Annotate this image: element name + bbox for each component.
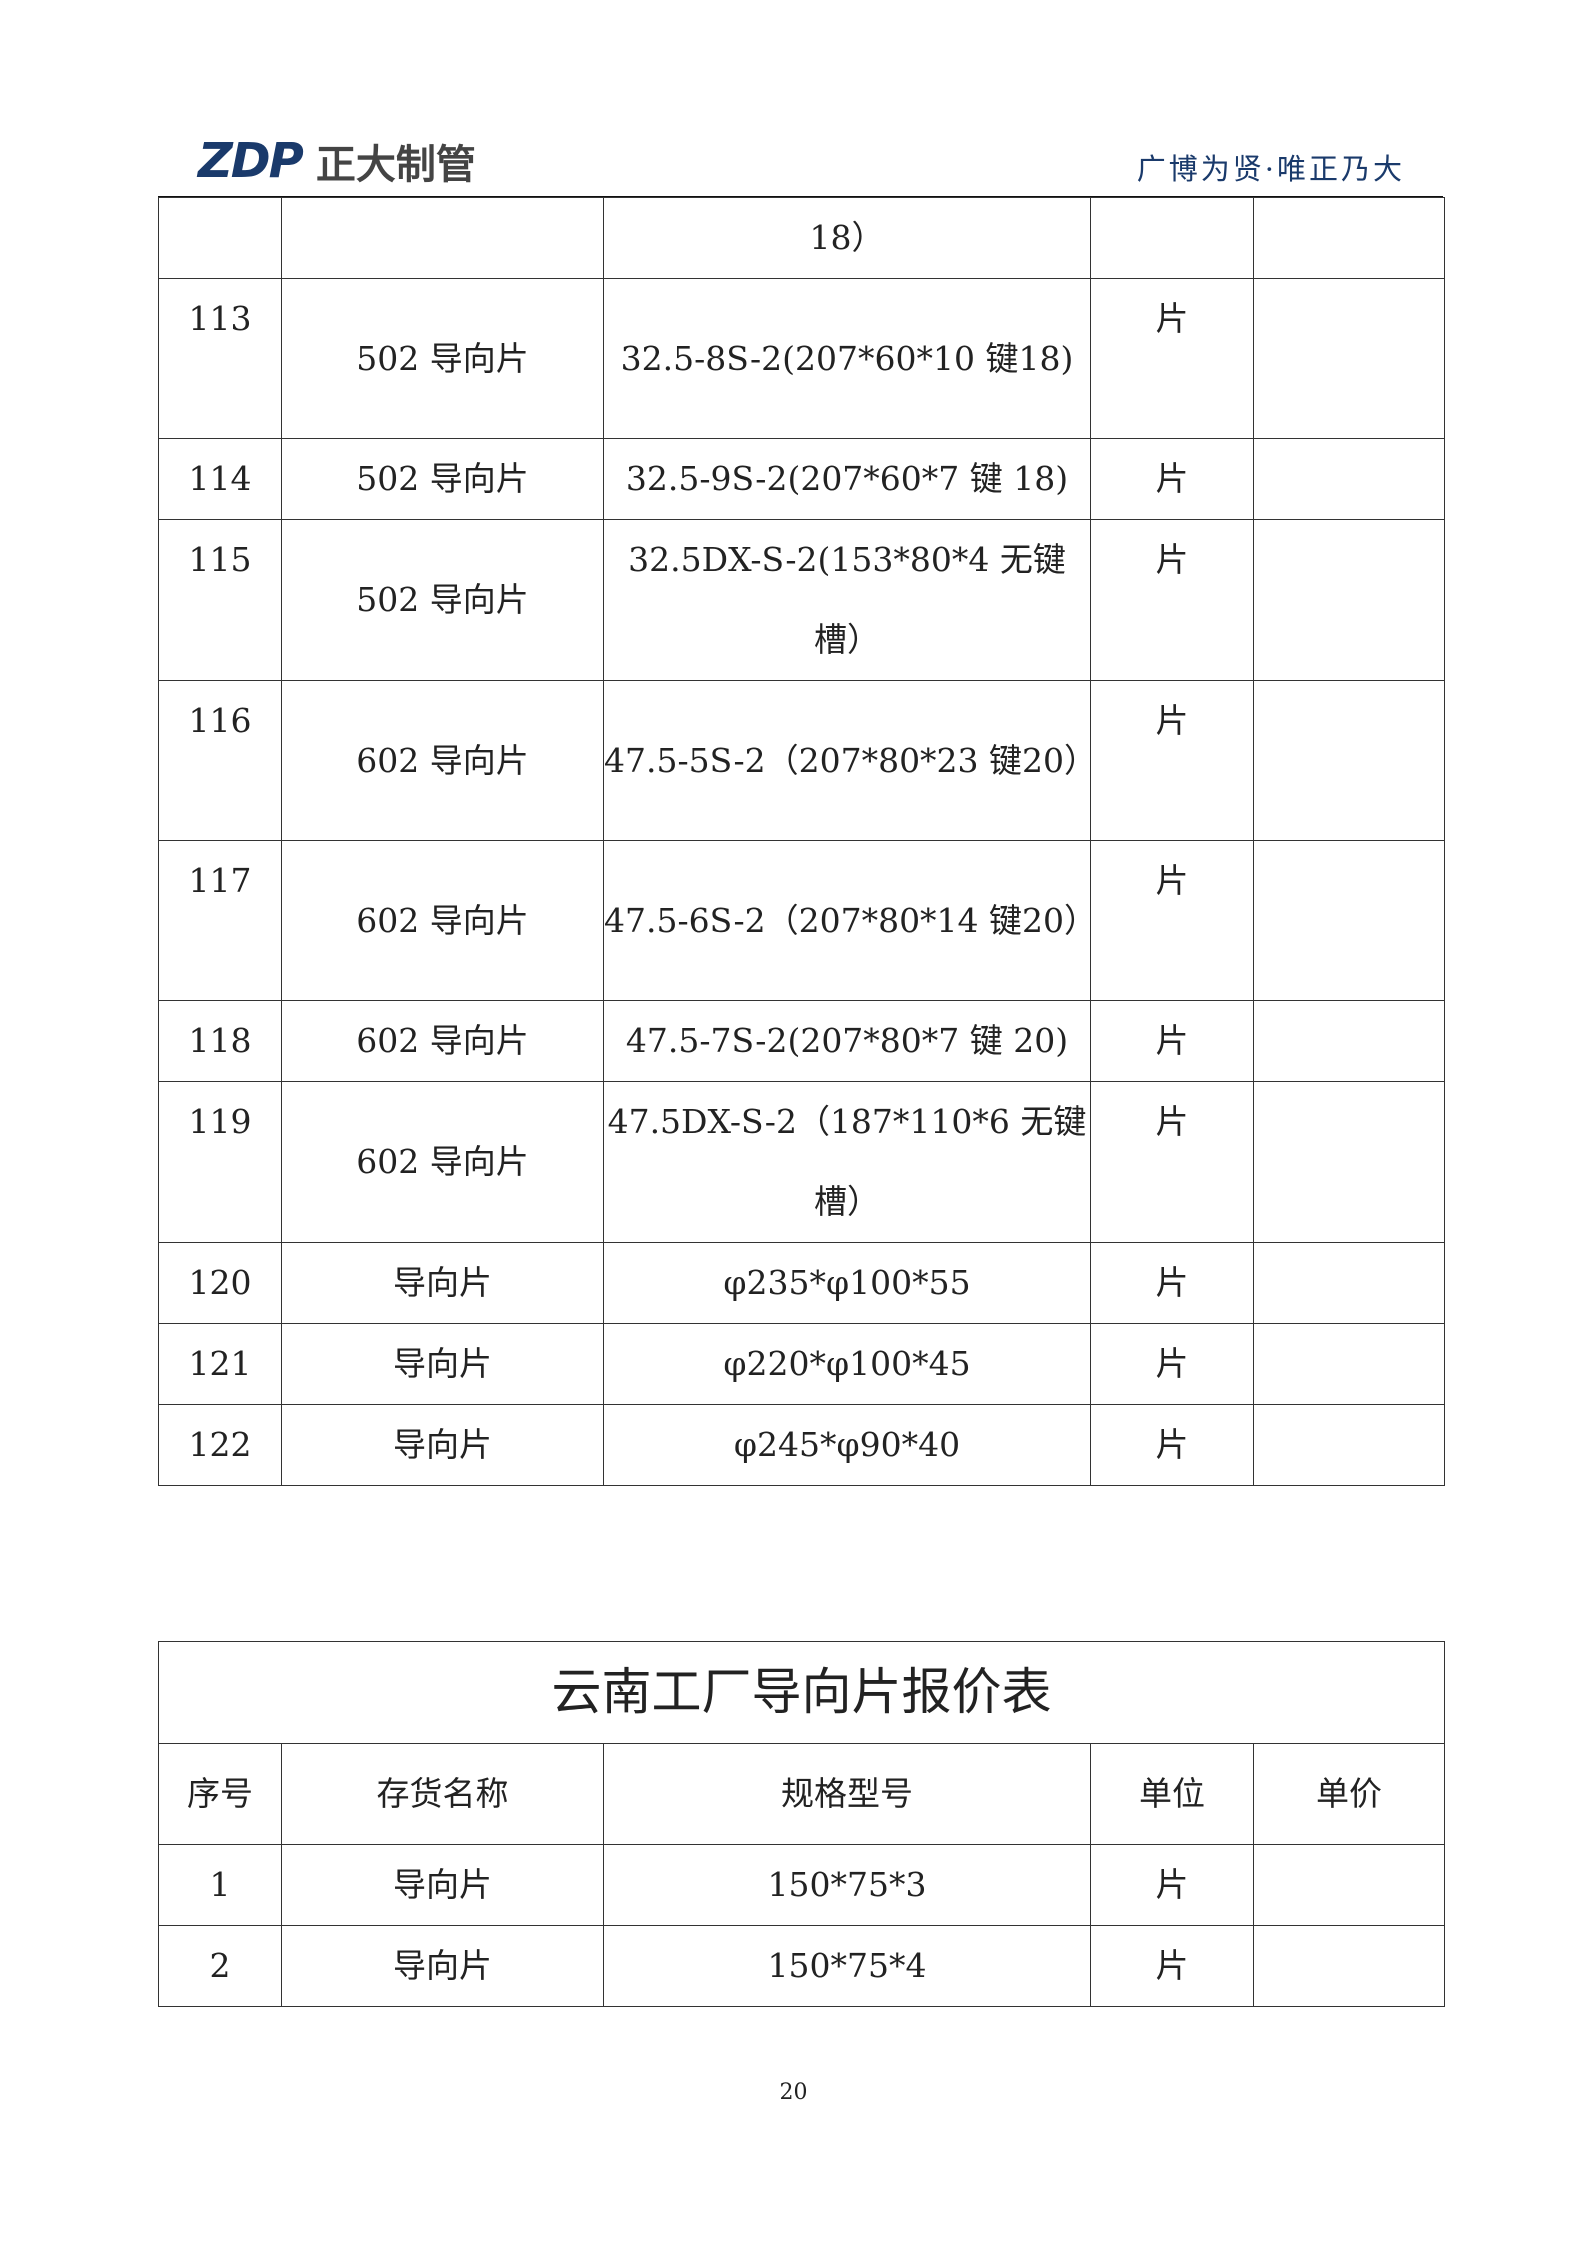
cell-name: 导向片 xyxy=(281,1323,604,1405)
cell-name: 502 导向片 xyxy=(281,278,604,439)
cell-price xyxy=(1253,197,1445,279)
table-row: 118 602 导向片 47.5-7S-2(207*80*7 键 20) 片 xyxy=(158,1000,1445,1082)
cell-spec: 32.5DX-S-2(153*80*4 无键槽） xyxy=(603,519,1091,681)
logo-mark: ZDP xyxy=(198,133,304,189)
cell-spec: 150*75*3 xyxy=(603,1844,1091,1926)
cell-unit: 片 xyxy=(1090,1242,1254,1324)
table-row: 115 502 导向片 32.5DX-S-2(153*80*4 无键槽）片 xyxy=(158,519,1445,681)
cell-no: 117 xyxy=(158,840,282,1001)
cell-price xyxy=(1252,1844,1446,1926)
cell-unit: 片 xyxy=(1090,519,1254,681)
cell-no: 119 xyxy=(158,1081,282,1243)
cell-spec: 32.5-9S-2(207*60*7 键 18) xyxy=(603,438,1091,520)
cell-price xyxy=(1253,840,1445,1001)
cell-spec: 47.5-7S-2(207*80*7 键 20) xyxy=(603,1000,1091,1082)
cell-no xyxy=(158,197,282,279)
logo-text: 正大制管 xyxy=(315,142,476,188)
table-row: 122 导向片 φ245*φ90*40 片 xyxy=(158,1404,1445,1486)
table-row: 18） xyxy=(158,197,1445,279)
header-price: 单价 xyxy=(1252,1743,1446,1845)
cell-name: 导向片 xyxy=(281,1844,604,1926)
header-spec: 规格型号 xyxy=(603,1743,1091,1845)
cell-no: 114 xyxy=(158,438,282,520)
cell-no: 118 xyxy=(158,1000,282,1082)
cell-no: 121 xyxy=(158,1323,282,1405)
cell-spec: 47.5-6S-2（207*80*14 键20） xyxy=(603,840,1097,1001)
header-no: 序号 xyxy=(158,1743,282,1845)
cell-name: 502 导向片 xyxy=(281,438,604,520)
cell-no: 120 xyxy=(158,1242,282,1324)
cell-name: 导向片 xyxy=(281,1404,604,1486)
cell-price xyxy=(1253,1000,1445,1082)
cell-no: 116 xyxy=(158,680,282,841)
cell-unit: 片 xyxy=(1090,680,1254,841)
cell-unit: 片 xyxy=(1090,840,1254,1001)
table-row: 114 502 导向片 32.5-9S-2(207*60*7 键 18) 片 xyxy=(158,438,1445,520)
cell-price xyxy=(1253,1081,1445,1243)
table-header-row: 序号 存货名称 规格型号 单位 单价 xyxy=(158,1743,1446,1845)
cell-price xyxy=(1253,438,1445,520)
cell-name: 602 导向片 xyxy=(281,840,604,1001)
cell-name: 602 导向片 xyxy=(281,1000,604,1082)
table-row: 119 602 导向片 47.5DX-S-2（187*110*6 无键槽）片 xyxy=(158,1081,1445,1243)
table-row: 116 602 导向片 47.5-5S-2（207*80*23 键20）片 xyxy=(158,680,1445,841)
cell-price xyxy=(1253,519,1445,681)
cell-price xyxy=(1253,1404,1445,1486)
header-slogan: 广博为贤·唯正乃大 xyxy=(1136,152,1405,186)
cell-name: 导向片 xyxy=(281,1242,604,1324)
yunnan-price-table: 云南工厂导向片报价表 序号 存货名称 规格型号 单位 单价 1 导向片 150*… xyxy=(157,1641,1446,2007)
cell-spec: 47.5DX-S-2（187*110*6 无键槽） xyxy=(603,1081,1091,1243)
cell-no: 113 xyxy=(158,278,282,439)
price-table-continued: 18） 113 502 导向片 32.5-8S-2(207*60*10 键18) 片 11… xyxy=(158,197,1445,1486)
cell-name: 602 导向片 xyxy=(281,1081,604,1243)
cell-unit: 片 xyxy=(1090,1323,1254,1405)
table-row: 120 导向片 φ235*φ100*55 片 xyxy=(158,1242,1445,1324)
cell-spec: 18） xyxy=(603,197,1091,279)
cell-price xyxy=(1253,278,1445,439)
cell-spec: φ235*φ100*55 xyxy=(603,1242,1091,1324)
cell-unit: 片 xyxy=(1090,278,1254,439)
cell-unit: 片 xyxy=(1090,1925,1254,2007)
cell-name: 602 导向片 xyxy=(281,680,604,841)
cell-unit: 片 xyxy=(1090,1081,1254,1243)
table-row: 117 602 导向片 47.5-6S-2（207*80*14 键20）片 xyxy=(158,840,1445,1001)
cell-spec: 47.5-5S-2（207*80*23 键20） xyxy=(603,680,1097,841)
cell-name xyxy=(281,197,604,279)
header-name: 存货名称 xyxy=(281,1743,604,1845)
cell-price xyxy=(1253,680,1445,841)
table-row: 113 502 导向片 32.5-8S-2(207*60*10 键18) 片 xyxy=(158,278,1445,439)
table-row: 1 导向片 150*75*3 片 xyxy=(158,1844,1446,1926)
cell-spec: φ245*φ90*40 xyxy=(603,1404,1091,1486)
page-number: 20 xyxy=(779,2080,808,2105)
cell-spec: 150*75*4 xyxy=(603,1925,1091,2007)
cell-unit: 片 xyxy=(1090,438,1254,520)
cell-name: 502 导向片 xyxy=(281,519,604,681)
cell-spec: 32.5-8S-2(207*60*10 键18) xyxy=(603,278,1091,439)
cell-price xyxy=(1253,1323,1445,1405)
cell-price xyxy=(1253,1242,1445,1324)
table-row: 2 导向片 150*75*4 片 xyxy=(158,1925,1446,2007)
cell-no: 122 xyxy=(158,1404,282,1486)
cell-unit: 片 xyxy=(1090,1844,1254,1926)
cell-unit xyxy=(1090,197,1254,279)
table-row: 121 导向片 φ220*φ100*45 片 xyxy=(158,1323,1445,1405)
cell-spec: φ220*φ100*45 xyxy=(603,1323,1091,1405)
company-logo: ZDP 正大制管 xyxy=(198,133,476,189)
cell-no: 115 xyxy=(158,519,282,681)
table-title: 云南工厂导向片报价表 xyxy=(157,1641,1446,1744)
cell-unit: 片 xyxy=(1090,1404,1254,1486)
cell-name: 导向片 xyxy=(281,1925,604,2007)
cell-unit: 片 xyxy=(1090,1000,1254,1082)
cell-price xyxy=(1252,1925,1446,2007)
cell-no: 1 xyxy=(158,1844,282,1926)
cell-no: 2 xyxy=(158,1925,282,2007)
header-unit: 单位 xyxy=(1090,1743,1254,1845)
